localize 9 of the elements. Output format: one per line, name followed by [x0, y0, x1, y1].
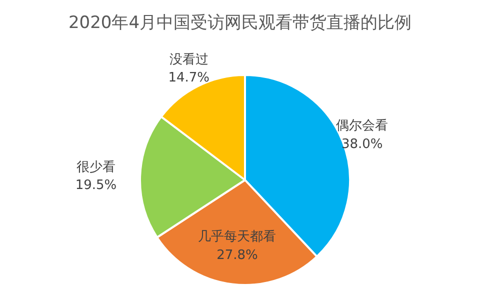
- slice-label: 很少看: [76, 160, 116, 175]
- slice-label: 没看过: [169, 52, 208, 68]
- data-label: 14.7%: [168, 70, 210, 86]
- data-label: 19.5%: [75, 178, 117, 194]
- chart-title: 2020年4月中国受访网民观看带货直播的比例: [68, 13, 412, 33]
- data-label: 38.0%: [341, 136, 383, 152]
- data-label: 27.8%: [216, 248, 258, 263]
- slice-label: 偶尔会看: [336, 118, 388, 134]
- slice-label: 几乎每天都看: [198, 230, 276, 245]
